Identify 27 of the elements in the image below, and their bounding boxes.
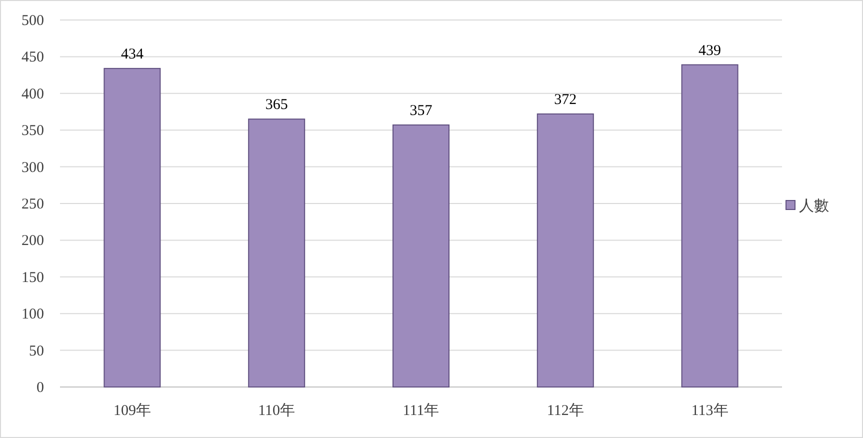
x-tick-label: 111年 [402,402,440,419]
y-tick-label: 100 [22,306,44,323]
data-label: 439 [698,42,722,59]
y-tick-label: 150 [22,270,44,286]
y-tick-label: 300 [22,160,44,176]
x-tick-label: 110年 [258,402,296,419]
data-label: 357 [410,102,433,119]
x-tick-label: 113年 [691,402,728,419]
y-tick-label: 0 [36,380,44,396]
y-tick-label: 400 [22,86,44,102]
y-tick-label: 450 [22,50,44,66]
bar [248,118,306,388]
data-label: 365 [265,97,288,114]
x-tick-label: 109年 [113,402,151,419]
data-label: 372 [554,92,577,108]
bar [681,64,738,388]
legend-label: 人數 [799,198,829,214]
data-label: 434 [120,46,144,62]
bar [392,124,450,388]
y-tick-label: 350 [22,123,44,140]
y-tick-label: 50 [29,343,44,360]
bar [104,68,161,388]
y-tick-label: 500 [22,13,44,29]
y-tick-label: 200 [22,233,44,250]
x-tick-label: 112年 [546,402,584,419]
bar [536,113,594,388]
y-tick-label: 250 [22,196,44,212]
